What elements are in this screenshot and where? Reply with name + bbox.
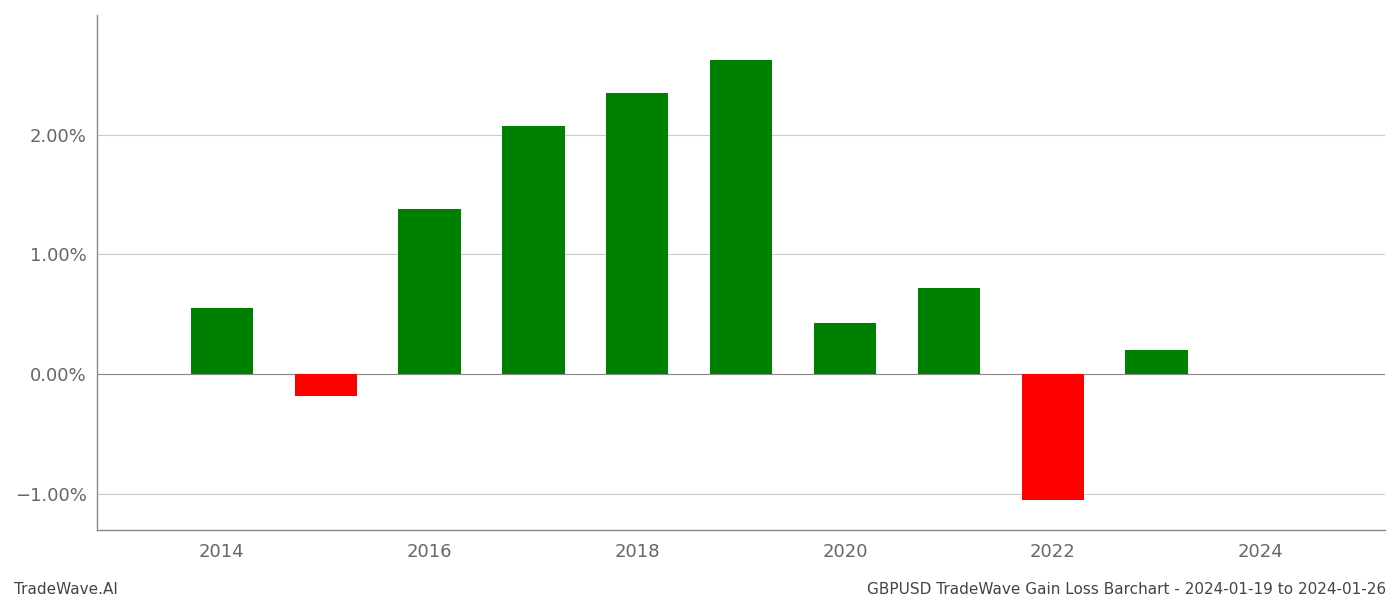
Bar (1126, 350, 1187, 374)
Bar (813, 323, 876, 374)
Bar (606, 93, 668, 374)
Bar (190, 308, 253, 374)
Bar (503, 127, 564, 374)
Bar (294, 374, 357, 396)
Bar (710, 61, 773, 374)
Bar (399, 209, 461, 374)
Bar (1022, 374, 1084, 500)
Text: GBPUSD TradeWave Gain Loss Barchart - 2024-01-19 to 2024-01-26: GBPUSD TradeWave Gain Loss Barchart - 20… (867, 582, 1386, 597)
Bar (917, 288, 980, 374)
Text: TradeWave.AI: TradeWave.AI (14, 582, 118, 597)
